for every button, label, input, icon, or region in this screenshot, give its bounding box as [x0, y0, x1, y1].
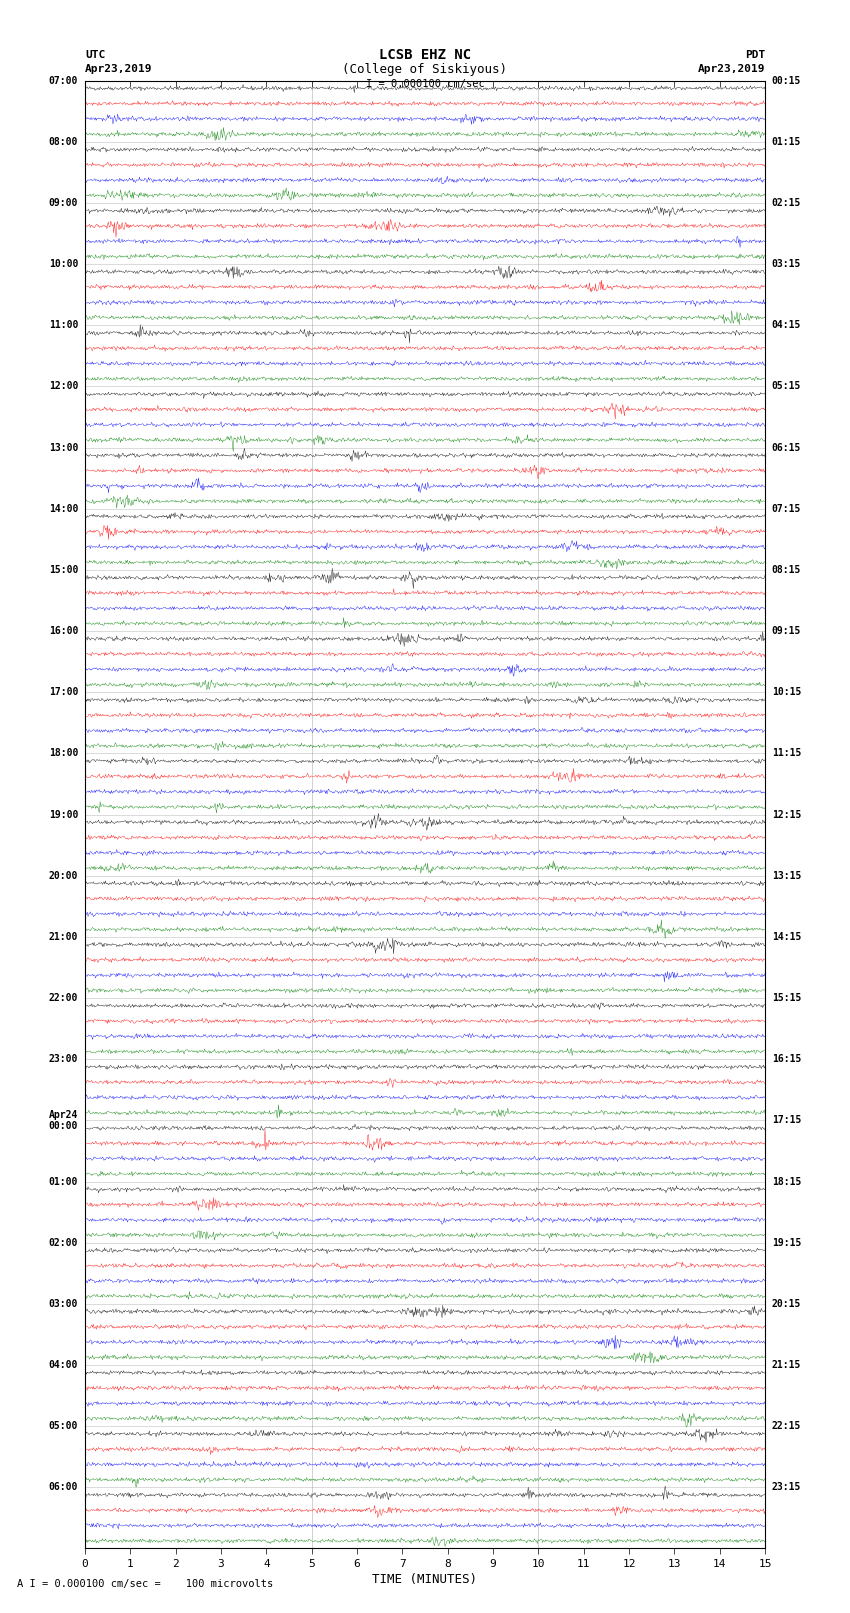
Text: 14:00: 14:00	[48, 503, 78, 515]
Text: 06:15: 06:15	[772, 442, 802, 453]
Text: 05:15: 05:15	[772, 381, 802, 392]
Text: 21:15: 21:15	[772, 1360, 802, 1369]
Text: 16:00: 16:00	[48, 626, 78, 636]
Text: 03:00: 03:00	[48, 1298, 78, 1308]
Text: I = 0.000100 cm/sec: I = 0.000100 cm/sec	[366, 79, 484, 89]
Text: 07:00: 07:00	[48, 76, 78, 85]
Text: 18:15: 18:15	[772, 1176, 802, 1187]
Text: 21:00: 21:00	[48, 932, 78, 942]
Text: 00:15: 00:15	[772, 76, 802, 85]
Text: 08:00: 08:00	[48, 137, 78, 147]
Text: 20:00: 20:00	[48, 871, 78, 881]
Text: 12:00: 12:00	[48, 381, 78, 392]
Text: PDT: PDT	[745, 50, 765, 60]
Text: 10:00: 10:00	[48, 260, 78, 269]
Text: 23:15: 23:15	[772, 1482, 802, 1492]
Text: 22:15: 22:15	[772, 1421, 802, 1431]
Text: 05:00: 05:00	[48, 1421, 78, 1431]
Text: 04:15: 04:15	[772, 321, 802, 331]
Text: 15:00: 15:00	[48, 565, 78, 574]
Text: 23:00: 23:00	[48, 1055, 78, 1065]
Text: 17:15: 17:15	[772, 1115, 802, 1126]
Text: 19:15: 19:15	[772, 1237, 802, 1248]
Text: 06:00: 06:00	[48, 1482, 78, 1492]
Text: 18:00: 18:00	[48, 748, 78, 758]
Text: 14:15: 14:15	[772, 932, 802, 942]
X-axis label: TIME (MINUTES): TIME (MINUTES)	[372, 1573, 478, 1586]
Text: 17:00: 17:00	[48, 687, 78, 697]
Text: 15:15: 15:15	[772, 994, 802, 1003]
Text: UTC: UTC	[85, 50, 105, 60]
Text: Apr23,2019: Apr23,2019	[698, 65, 765, 74]
Text: Apr24
00:00: Apr24 00:00	[48, 1110, 78, 1131]
Text: 22:00: 22:00	[48, 994, 78, 1003]
Text: 09:15: 09:15	[772, 626, 802, 636]
Text: 01:00: 01:00	[48, 1176, 78, 1187]
Text: 11:00: 11:00	[48, 321, 78, 331]
Text: 03:15: 03:15	[772, 260, 802, 269]
Text: 02:15: 02:15	[772, 198, 802, 208]
Text: 20:15: 20:15	[772, 1298, 802, 1308]
Text: LCSB EHZ NC: LCSB EHZ NC	[379, 48, 471, 61]
Text: 13:15: 13:15	[772, 871, 802, 881]
Text: 01:15: 01:15	[772, 137, 802, 147]
Text: 09:00: 09:00	[48, 198, 78, 208]
Text: 13:00: 13:00	[48, 442, 78, 453]
Text: 02:00: 02:00	[48, 1237, 78, 1248]
Text: A I = 0.000100 cm/sec =    100 microvolts: A I = 0.000100 cm/sec = 100 microvolts	[17, 1579, 273, 1589]
Text: 04:00: 04:00	[48, 1360, 78, 1369]
Text: 08:15: 08:15	[772, 565, 802, 574]
Text: 11:15: 11:15	[772, 748, 802, 758]
Text: 16:15: 16:15	[772, 1055, 802, 1065]
Text: Apr23,2019: Apr23,2019	[85, 65, 152, 74]
Text: (College of Siskiyous): (College of Siskiyous)	[343, 63, 507, 76]
Text: 10:15: 10:15	[772, 687, 802, 697]
Text: 19:00: 19:00	[48, 810, 78, 819]
Text: 07:15: 07:15	[772, 503, 802, 515]
Text: 12:15: 12:15	[772, 810, 802, 819]
